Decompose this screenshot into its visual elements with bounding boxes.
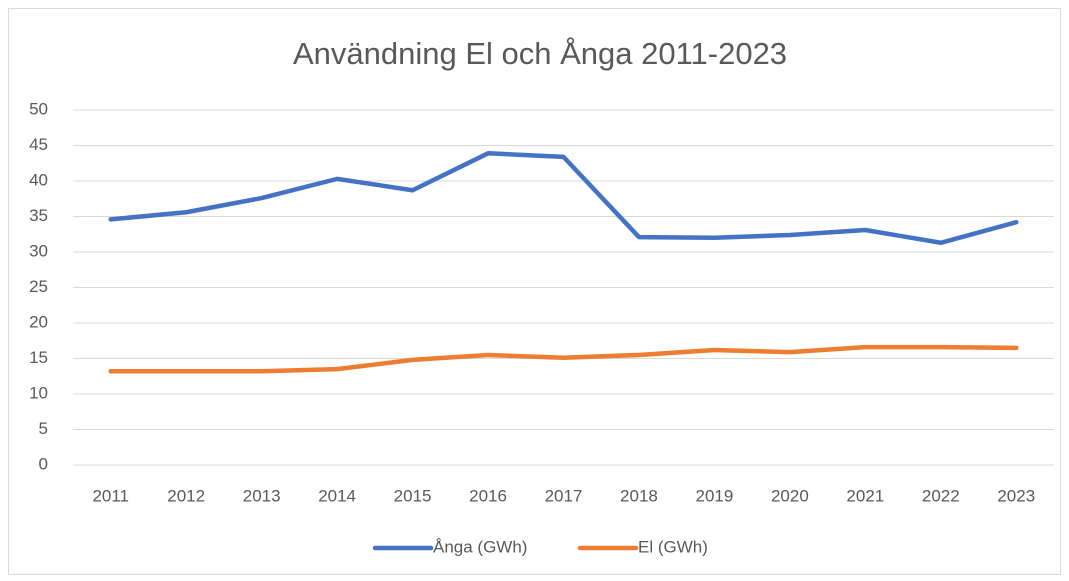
x-tick-label: 2013 (243, 486, 281, 505)
y-tick-label: 25 (29, 277, 48, 296)
x-tick-label: 2020 (771, 486, 809, 505)
x-tick-label: 2019 (696, 486, 734, 505)
y-tick-label: 40 (29, 170, 48, 189)
chart-title: Användning El och Ånga 2011-2023 (293, 36, 787, 71)
x-tick-label: 2011 (92, 486, 129, 505)
data-line (108, 344, 1019, 374)
y-tick-label: 20 (29, 312, 48, 331)
data-line (108, 151, 1019, 246)
y-tick-label: 0 (39, 454, 48, 473)
x-tick-label: 2021 (846, 486, 884, 505)
x-tick-label: 2014 (318, 486, 356, 505)
x-tick-label: 2017 (545, 486, 583, 505)
x-tick-label: 2022 (922, 486, 960, 505)
x-tick-label: 2016 (469, 486, 507, 505)
x-tick-label: 2018 (620, 486, 658, 505)
y-tick-label: 45 (29, 135, 48, 154)
x-tick-label: 2012 (167, 486, 205, 505)
x-tick-label: 2023 (997, 486, 1035, 505)
y-tick-label: 50 (29, 99, 48, 118)
chart-frame (8, 8, 1061, 575)
y-tick-label: 30 (29, 241, 48, 260)
legend-label: El (GWh) (638, 537, 708, 556)
y-tick-label: 10 (29, 383, 48, 402)
y-tick-label: 35 (29, 206, 48, 225)
y-tick-label: 15 (29, 348, 48, 367)
legend-label: Ånga (GWh) (433, 537, 527, 556)
x-tick-label: 2015 (394, 486, 432, 505)
y-tick-label: 5 (39, 419, 48, 438)
